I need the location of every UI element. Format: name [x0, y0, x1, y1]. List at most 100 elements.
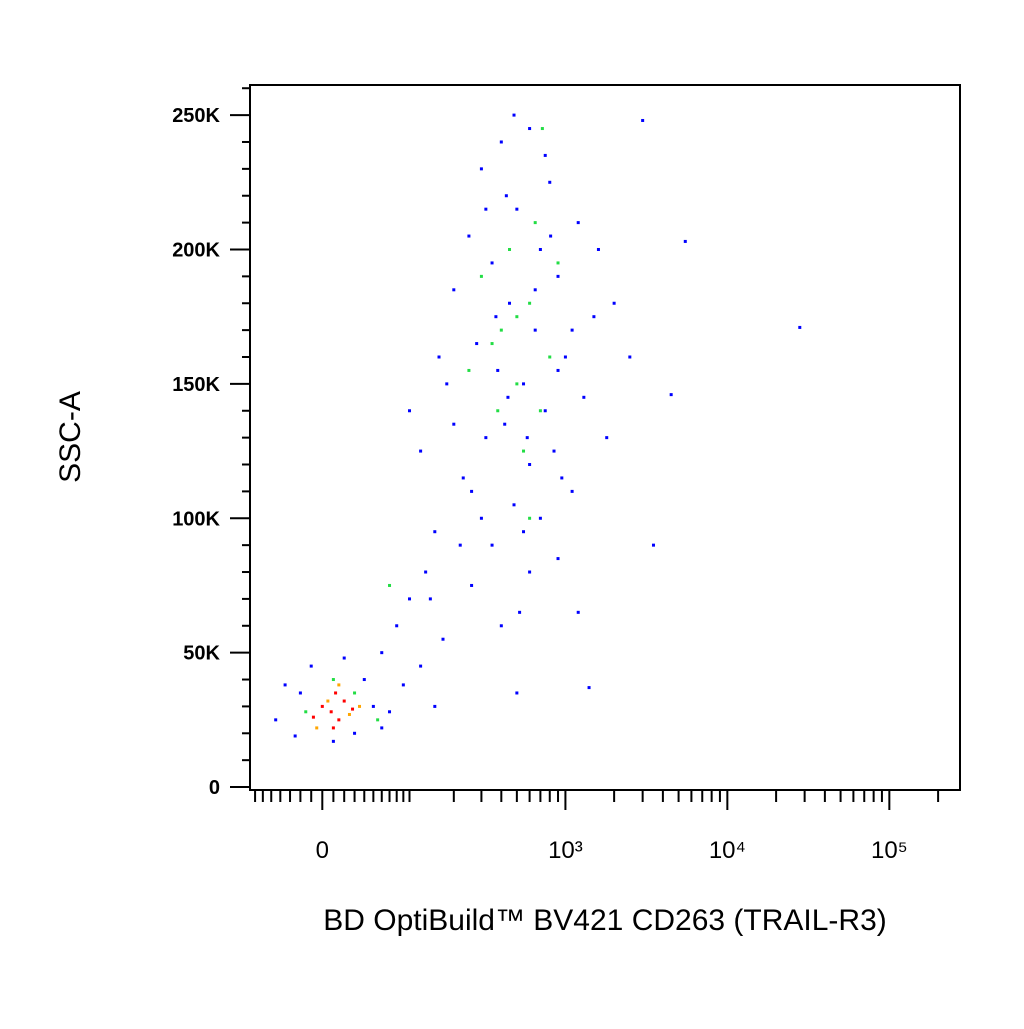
- data-point: [490, 543, 494, 547]
- data-point: [445, 382, 449, 386]
- data-point: [433, 704, 437, 708]
- data-point: [342, 656, 346, 660]
- data-point: [353, 691, 357, 695]
- data-point: [515, 382, 519, 386]
- data-point: [484, 207, 488, 211]
- data-point: [353, 731, 357, 735]
- data-point: [512, 503, 516, 507]
- data-point: [504, 194, 508, 198]
- data-point: [408, 409, 412, 413]
- data-point: [592, 315, 596, 319]
- data-point: [467, 368, 471, 372]
- data-point: [437, 355, 441, 359]
- data-point: [570, 328, 574, 332]
- data-point: [499, 140, 503, 144]
- data-point: [587, 686, 591, 690]
- data-point: [596, 247, 600, 251]
- data-point: [490, 261, 494, 265]
- data-point: [556, 261, 560, 265]
- data-point: [552, 449, 556, 453]
- data-point: [484, 436, 488, 440]
- data-point: [329, 710, 333, 714]
- data-point: [525, 436, 529, 440]
- data-point: [351, 707, 355, 711]
- data-point: [274, 718, 278, 722]
- data-point: [388, 710, 392, 714]
- data-point: [452, 422, 456, 426]
- data-point: [331, 739, 335, 743]
- data-point: [563, 355, 567, 359]
- data-point: [479, 167, 483, 171]
- data-point: [380, 651, 384, 655]
- data-point: [522, 382, 526, 386]
- data-point: [538, 516, 542, 520]
- x-tick-label: 10³: [548, 837, 583, 864]
- data-point: [540, 127, 544, 131]
- data-point: [512, 113, 516, 117]
- data-point: [496, 368, 500, 372]
- data-point: [293, 734, 297, 738]
- data-point: [556, 368, 560, 372]
- y-tick-label: 250K: [172, 105, 220, 127]
- data-point: [651, 543, 655, 547]
- data-point: [533, 221, 537, 225]
- data-point: [503, 422, 507, 426]
- data-point: [538, 247, 542, 251]
- data-point: [452, 288, 456, 292]
- data-point: [576, 610, 580, 614]
- data-point: [641, 118, 645, 122]
- data-point: [533, 328, 537, 332]
- data-point: [560, 476, 564, 480]
- data-point: [458, 543, 462, 547]
- data-point: [461, 476, 465, 480]
- data-point: [499, 624, 503, 628]
- data-point: [380, 726, 384, 730]
- data-point: [543, 409, 547, 413]
- data-point: [419, 449, 423, 453]
- y-tick-label: 50K: [183, 643, 220, 665]
- data-point: [515, 691, 519, 695]
- data-point: [528, 516, 532, 520]
- data-point: [798, 325, 802, 329]
- data-point: [528, 301, 532, 305]
- data-point: [326, 699, 330, 703]
- data-point: [518, 610, 522, 614]
- data-point: [347, 712, 351, 716]
- data-point: [401, 683, 405, 687]
- data-point: [419, 664, 423, 668]
- data-point: [543, 153, 547, 157]
- data-point: [528, 127, 532, 131]
- data-point: [576, 221, 580, 225]
- data-point: [433, 530, 437, 534]
- data-point: [283, 683, 287, 687]
- data-point: [298, 691, 302, 695]
- data-point: [331, 678, 335, 682]
- data-point: [479, 516, 483, 520]
- data-point: [522, 449, 526, 453]
- data-point: [612, 301, 616, 305]
- data-point: [424, 570, 428, 574]
- data-point: [496, 409, 500, 413]
- data-point: [428, 597, 432, 601]
- data-point: [309, 664, 313, 668]
- data-point: [515, 315, 519, 319]
- data-point: [538, 409, 542, 413]
- data-point: [304, 710, 308, 714]
- data-point: [408, 597, 412, 601]
- data-point: [548, 355, 552, 359]
- data-point: [441, 637, 445, 641]
- data-point: [337, 683, 341, 687]
- data-point: [494, 315, 498, 319]
- data-point: [508, 247, 512, 251]
- data-point: [556, 274, 560, 278]
- data-point: [556, 557, 560, 561]
- data-point: [528, 570, 532, 574]
- data-point: [490, 342, 494, 346]
- data-point: [506, 395, 510, 399]
- y-tick-label: 0: [209, 777, 220, 799]
- data-point: [628, 355, 632, 359]
- data-point: [467, 234, 471, 238]
- x-axis-label: BD OptiBuild™ BV421 CD263 (TRAIL-R3): [323, 904, 887, 937]
- data-point: [331, 726, 335, 730]
- x-tick-label: 10⁴: [709, 837, 746, 864]
